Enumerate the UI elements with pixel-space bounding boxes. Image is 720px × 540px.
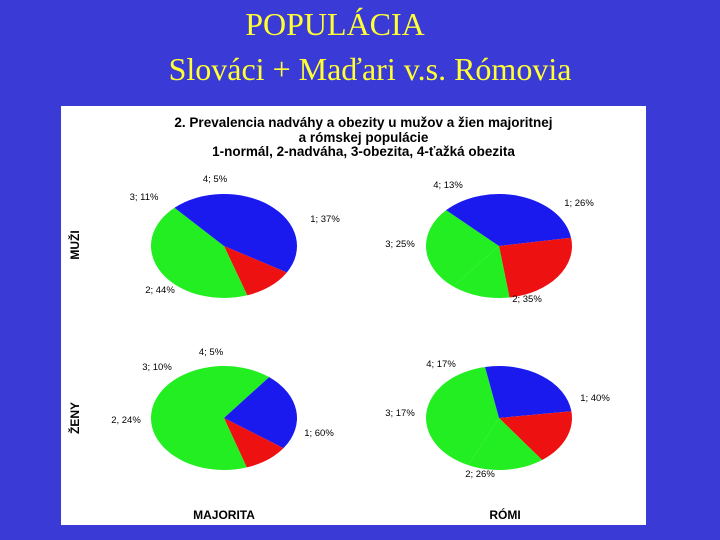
slice-label-3: 3; 25% — [385, 239, 415, 250]
slice-label-4: 4; 13% — [433, 180, 463, 191]
chart-panel: 2. Prevalencia nadváhy a obezity u mužov… — [61, 106, 646, 525]
pie-slice-4 — [224, 418, 247, 470]
slice-label-1: 1; 40% — [580, 393, 610, 404]
column-label-romi: RÓMI — [489, 508, 521, 522]
pie-slice-2 — [174, 193, 297, 273]
pie-slice-1 — [150, 207, 224, 298]
slice-label-4: 4; 5% — [203, 174, 228, 185]
slice-label-2: 2; 26% — [465, 469, 495, 480]
pie-slice-1 — [150, 366, 270, 470]
slice-label-2: 2; 35% — [512, 294, 542, 305]
slice-label-2: 2, 24% — [111, 415, 141, 426]
slide-subtitle: Slováci + Maďari v.s. Rómovia — [168, 51, 572, 87]
pie-slice-3 — [224, 246, 287, 296]
chart-header-line-1: 2. Prevalencia nadváhy a obezity u mužov… — [174, 115, 553, 130]
chart-header-line-2: a rómskej populácie — [298, 130, 429, 145]
slice-label-1: 1; 26% — [564, 198, 594, 209]
slice-label-3: 3; 11% — [130, 192, 159, 203]
slice-label-1: 1; 37% — [310, 214, 340, 225]
pie-slice-1 — [426, 366, 499, 466]
pie-zeny-majorita: 1; 60% 2, 24% 3; 10% 4; 5% — [111, 347, 334, 470]
pie-zeny-romi: 1; 40% 2; 26% 3; 17% 4; 17% — [385, 359, 610, 480]
pie-slice-2 — [224, 377, 297, 449]
pie-slice-4 — [468, 418, 543, 470]
pie-muzi-majorita: 1; 37% 2; 44% 3; 11% 4; 5% — [130, 174, 340, 298]
pie-slice-4 — [453, 246, 510, 299]
pie-slice-2 — [446, 194, 572, 246]
pie-slice-3 — [499, 237, 572, 298]
slice-label-4: 4; 5% — [199, 347, 224, 358]
pie-slice-3 — [499, 411, 572, 460]
slide-title: POPULÁCIA — [245, 6, 425, 42]
slice-label-2: 2; 44% — [145, 285, 175, 296]
pie-slice-4 — [224, 246, 248, 298]
column-label-majorita: MAJORITA — [193, 508, 255, 522]
chart-header-line-3: 1-normál, 2-nadváha, 3-obezita, 4-ťažká … — [212, 144, 515, 159]
pie-muzi-romi: 1; 26% 2; 35% 3; 25% 4; 13% — [385, 180, 594, 305]
slice-label-3: 3; 17% — [385, 408, 415, 419]
slice-label-4: 4; 17% — [426, 359, 456, 370]
slice-label-3: 3; 10% — [142, 362, 172, 373]
pie-charts: 1; 37% 2; 44% 3; 11% 4; 5% 1; 26% 2; 35% 3; 25… — [111, 174, 610, 480]
pie-slice-1 — [426, 210, 499, 287]
pie-slice-2 — [485, 366, 572, 418]
pie-slice-3 — [224, 418, 284, 468]
slice-label-1: 1; 60% — [304, 428, 334, 439]
